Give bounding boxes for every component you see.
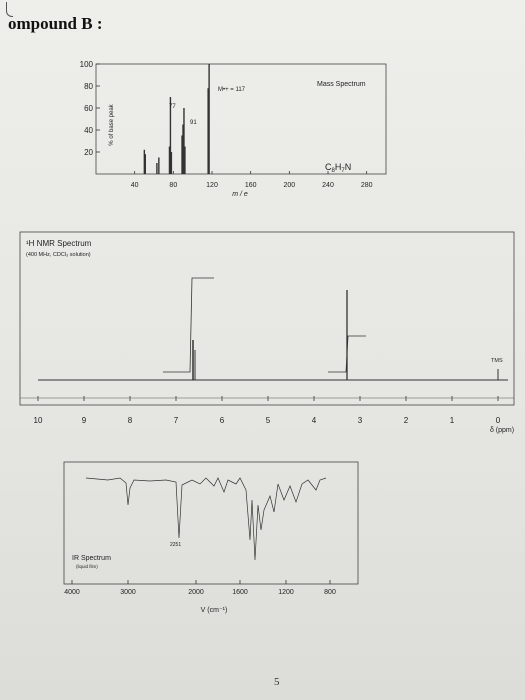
ms-x-tick-label: 160 (245, 182, 257, 189)
ms-formula: C8H7N (325, 162, 351, 174)
ir-panel: 2251 IR Spectrum (liquid film) 4000 3000 2… (63, 461, 359, 614)
ir-x-tick-label: 1200 (278, 589, 294, 596)
ir-subtitle: (liquid film) (76, 564, 98, 569)
ms-peak-label-77: 77 (169, 104, 176, 110)
ms-x-tick-label: 120 (206, 182, 218, 189)
ms-peak-label-91: 91 (190, 120, 197, 126)
ms-x-tick-label: 240 (322, 182, 334, 189)
nmr-signals: TMS (163, 277, 503, 380)
nmr-x-tick-label: 9 (82, 416, 87, 425)
ms-y-tick-label: 40 (84, 126, 93, 135)
ir-xlabel: V (cm⁻¹) (201, 607, 228, 614)
ir-x-tick-label: 3000 (120, 589, 136, 596)
nmr-frame (19, 231, 515, 406)
nmr-x-tick-label: 3 (358, 416, 363, 425)
ms-peaks (143, 64, 210, 174)
ms-y-tick-label: 80 (84, 82, 93, 91)
ir-title: IR Spectrum (72, 555, 111, 562)
ms-x-tick-label: 40 (131, 182, 139, 189)
nmr-x-tick-label: 8 (128, 416, 133, 425)
ms-frame (95, 63, 387, 175)
nmr-subtitle: (400 MHz, CDCl₃ solution) (26, 252, 91, 258)
nmr-x-tick-label: 10 (34, 416, 43, 425)
ms-y-tick-label: 100 (80, 60, 94, 69)
nmr-x-tick-label: 2 (404, 416, 409, 425)
ms-x-tick-label: 200 (283, 182, 295, 189)
compound-heading: ompound B : (6, 2, 102, 34)
nmr-integral-aromatic (163, 277, 214, 373)
ir-x-ticks: 4000 3000 2000 1600 1200 800 (64, 580, 336, 596)
ms-x-tick-label: 80 (169, 182, 177, 189)
ms-xlabel: m / e (232, 191, 248, 198)
nmr-x-tick-label: 6 (220, 416, 225, 425)
nmr-x-tick-label: 5 (266, 416, 271, 425)
ms-y-tick-label: 60 (84, 104, 93, 113)
ms-molecular-ion: M•+ = 117 (218, 87, 246, 93)
ms-x-tick-label: 280 (361, 182, 373, 189)
nmr-xlabel: δ (ppm) (490, 427, 514, 434)
nmr-x-tick-label: 7 (174, 416, 179, 425)
ir-peak-label: 2251 (170, 542, 181, 548)
ms-ylabel: % of base peak (109, 103, 115, 145)
nmr-x-ticks: 10 9 8 7 6 5 4 3 2 1 0 (20, 396, 514, 425)
pen-mark (6, 2, 13, 17)
nmr-x-tick-label: 1 (450, 416, 455, 425)
ir-frame (63, 461, 359, 585)
page-number: 5 (274, 676, 280, 688)
mass-spectrum-panel: 100 80 60 40 20 40 80 120 160 200 240 280 % of bas… (80, 60, 387, 198)
nmr-integral-ch2 (328, 335, 366, 373)
nmr-title: ¹H NMR Spectrum (26, 239, 92, 248)
ir-trace (85, 477, 327, 561)
ir-x-tick-label: 2000 (188, 589, 204, 596)
ms-y-ticks: 100 80 60 40 20 (80, 60, 100, 157)
ms-x-ticks: 40 80 120 160 200 240 280 (131, 171, 373, 189)
nmr-x-tick-label: 4 (312, 416, 317, 425)
nmr-x-tick-label: 0 (496, 416, 501, 425)
ir-x-tick-label: 800 (324, 589, 336, 596)
nmr-panel: ¹H NMR Spectrum (400 MHz, CDCl₃ solution… (19, 231, 515, 434)
ms-y-tick-label: 20 (84, 148, 93, 157)
ms-title: Mass Spectrum (317, 81, 366, 88)
ir-x-tick-label: 4000 (64, 589, 80, 596)
ir-x-tick-label: 1600 (232, 589, 248, 596)
nmr-tms-label: TMS (491, 358, 503, 364)
